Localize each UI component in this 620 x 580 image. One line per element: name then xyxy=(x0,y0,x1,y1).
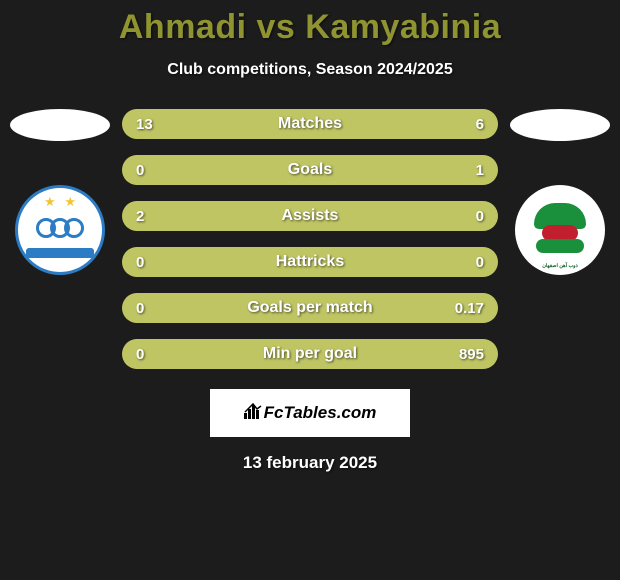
star-icon: ★ xyxy=(44,194,56,210)
footer-brand-box: FcTables.com xyxy=(210,389,410,437)
stat-label: Goals per match xyxy=(122,299,498,317)
left-player-ellipse xyxy=(10,109,110,141)
stat-label: Matches xyxy=(122,115,498,133)
stat-bar: 01Goals xyxy=(122,155,498,185)
badge-band xyxy=(26,248,93,258)
stat-bars: 136Matches 01Goals 20Assists 00Hattricks 00.… xyxy=(120,109,500,385)
left-player-column: ★ ★ xyxy=(0,109,120,275)
stat-label: Assists xyxy=(122,207,498,225)
rings-icon xyxy=(39,218,81,238)
stat-label: Hattricks xyxy=(122,253,498,271)
comparison-infographic: Ahmadi vs Kamyabinia Club competitions, … xyxy=(0,0,620,580)
footer-brand-text: FcTables.com xyxy=(264,403,377,423)
main-content-row: ★ ★ 136Matches 01Goals 20Assists 00Hattrick… xyxy=(0,109,620,385)
left-club-badge: ★ ★ xyxy=(15,185,105,275)
star-icon: ★ xyxy=(64,194,76,210)
page-subtitle: Club competitions, Season 2024/2025 xyxy=(0,61,620,79)
stat-bar: 00Hattricks xyxy=(122,247,498,277)
stat-bar: 0895Min per goal xyxy=(122,339,498,369)
chart-icon xyxy=(244,403,262,424)
right-player-ellipse xyxy=(510,109,610,141)
page-title: Ahmadi vs Kamyabinia xyxy=(0,0,620,47)
stat-label: Goals xyxy=(122,161,498,179)
stat-label: Min per goal xyxy=(122,345,498,363)
zob-crest-text: ذوب آهن اصفهان xyxy=(515,263,605,269)
zob-crest-bot xyxy=(536,239,584,253)
right-player-column: ذوب آهن اصفهان xyxy=(500,109,620,275)
right-club-badge: ذوب آهن اصفهان xyxy=(515,185,605,275)
stat-bar: 00.17Goals per match xyxy=(122,293,498,323)
footer-date: 13 february 2025 xyxy=(0,453,620,473)
stat-bar: 20Assists xyxy=(122,201,498,231)
stat-bar: 136Matches xyxy=(122,109,498,139)
esteghlal-crest: ★ ★ xyxy=(18,188,102,272)
